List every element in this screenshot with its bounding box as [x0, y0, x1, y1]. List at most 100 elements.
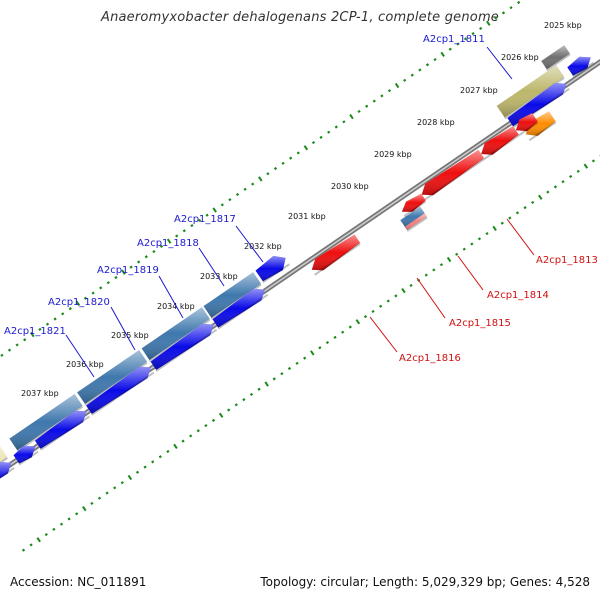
outer-tick — [289, 156, 293, 160]
inner-tick — [303, 356, 307, 360]
inner-tick — [287, 366, 292, 371]
outer-tick — [311, 140, 316, 145]
outer-tick — [23, 338, 27, 342]
cds-red-b-shade — [481, 126, 519, 155]
outer-tick — [53, 317, 57, 321]
inner-tick — [591, 159, 596, 163]
inner-tick — [325, 340, 330, 345]
inner-tick — [166, 449, 170, 454]
outer-tick — [68, 307, 72, 311]
cds-1820-steel-shade — [77, 350, 147, 404]
outer-tick — [99, 286, 103, 290]
inner-tick — [90, 501, 94, 505]
scale-label-2037: 2037 kbp — [21, 389, 59, 398]
scale-label-2036: 2036 kbp — [66, 360, 104, 369]
outer-tick — [456, 42, 460, 46]
scale-labels: 2025 kbp 2026 kbp 2027 kbp 2028 kbp 2029… — [21, 21, 582, 398]
inner-tick — [333, 335, 337, 339]
inner-tick — [500, 221, 504, 225]
inner-tick — [181, 439, 185, 443]
cds-blue-left-2-shade — [0, 462, 12, 479]
cds-1820-blue-edge — [91, 371, 155, 416]
inner-tick — [21, 548, 26, 552]
outer-tick — [220, 203, 224, 207]
inner-tick — [242, 398, 246, 402]
outer-tick — [114, 275, 118, 280]
inner-tick — [75, 512, 79, 516]
inner-tick — [371, 309, 375, 314]
scale-label-2033: 2033 kbp — [200, 272, 238, 281]
cds-1813-orange-shade — [525, 111, 556, 136]
inner-tick — [401, 288, 406, 294]
cds-1818-steel-shade — [203, 272, 261, 318]
inner-tick — [52, 527, 56, 531]
cds-1817-blue-shade — [255, 255, 286, 282]
inner-tick — [470, 242, 474, 246]
outer-tick — [129, 265, 133, 269]
outer-tick — [349, 114, 354, 120]
outer-tick — [394, 82, 400, 89]
inner-tick — [318, 346, 322, 350]
inner-tick — [120, 481, 124, 485]
outer-tick — [205, 213, 209, 217]
outer-tick — [410, 73, 414, 77]
outer-tick — [251, 182, 255, 186]
inner-tick — [310, 350, 315, 356]
outer-tick — [327, 130, 331, 134]
inner-tick — [36, 537, 41, 543]
inner-tick — [196, 429, 200, 433]
outer-tick — [440, 51, 445, 57]
inner-tick — [379, 304, 383, 308]
cds-1819-blue-edge — [155, 328, 218, 372]
inner-tick — [462, 247, 466, 251]
leader-1821 — [65, 334, 95, 378]
inner-tick — [523, 206, 527, 210]
summary-text: Topology: circular; Length: 5,029,329 bp… — [260, 575, 590, 589]
outer-tick — [418, 68, 422, 72]
inner-tick — [272, 377, 276, 381]
outer-tick — [15, 343, 19, 347]
inner-tick — [424, 273, 428, 277]
cds-red-c-edge — [403, 200, 427, 217]
gene-labels: A2cp1_1811 A2cp1_1817 A2cp1_1818 A2cp1_1… — [4, 34, 598, 364]
inner-tick — [44, 532, 48, 537]
outer-tick — [83, 296, 88, 300]
scale-label-2029: 2029 kbp — [374, 150, 412, 159]
inner-tick — [485, 232, 489, 236]
gene-label-1811: A2cp1_1811 — [423, 34, 485, 45]
cds-blue-left-shade — [13, 445, 36, 464]
inner-tick — [561, 180, 565, 184]
gene-label-1814: A2cp1_1814 — [487, 290, 549, 301]
cds-beige-left-shade — [0, 446, 8, 463]
leader-1814 — [457, 255, 484, 291]
leader-1815 — [416, 277, 446, 319]
cds-blue-top-shade — [567, 56, 591, 76]
inner-tick — [113, 486, 117, 490]
outer-tick — [235, 192, 240, 197]
outer-tick — [387, 89, 392, 93]
outer-tick — [197, 218, 202, 222]
gene-label-1819: A2cp1_1819 — [97, 265, 159, 276]
cds-1815-pink-edge — [406, 216, 428, 232]
inner-tick — [135, 470, 140, 474]
outer-tick — [30, 331, 35, 338]
inner-tick — [151, 460, 155, 464]
outer-tick — [212, 207, 217, 213]
inner-tick — [218, 412, 224, 418]
inner-tick — [127, 474, 133, 481]
outer-tick — [501, 11, 506, 15]
cds-1817-blue-edge — [262, 263, 290, 284]
outer-tick — [45, 322, 50, 326]
accession-text: Accession: NC_011891 — [10, 575, 147, 589]
inner-tick — [394, 294, 398, 298]
cds-1814-red-shade — [421, 149, 484, 196]
outer-tick — [334, 125, 338, 129]
inner-tick — [204, 423, 208, 428]
cds-1820-blue-shade — [86, 366, 151, 414]
map-title: Anaeromyxobacter dehalogenans 2CP-1, com… — [100, 10, 500, 25]
cds-1818-blue-edge — [217, 293, 269, 330]
leader-1813 — [506, 218, 535, 256]
outer-tick — [319, 135, 323, 139]
cds-1815-pink-shade — [404, 213, 427, 230]
cds-1815-steel-shade — [400, 206, 425, 227]
